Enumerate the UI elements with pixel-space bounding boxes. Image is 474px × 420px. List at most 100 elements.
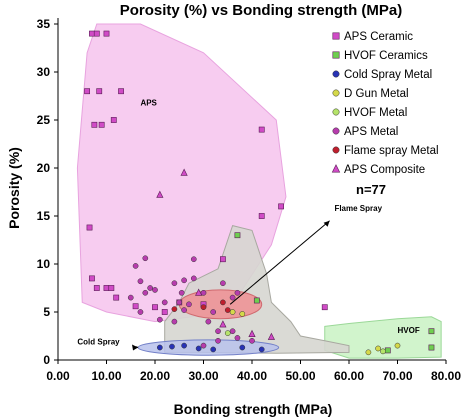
y-tick-label: 5	[43, 305, 50, 319]
point-d-gun-metal	[394, 342, 401, 349]
point-aps-ceramic	[152, 304, 158, 311]
legend-label-cold-spray-metal: Cold Spray Metal	[344, 69, 432, 81]
point-hvof-ceramics	[428, 344, 435, 351]
legend-marker-hvof-metal	[332, 108, 340, 116]
point-aps-metal	[229, 294, 236, 301]
point-hvof-ceramics	[428, 328, 435, 335]
point-aps-metal	[142, 255, 149, 262]
point-cold-spray-metal	[169, 343, 175, 350]
point-flame-spray-metal	[171, 306, 178, 312]
legend-marker-aps-metal	[332, 127, 340, 135]
y-tick-label: 25	[37, 113, 51, 127]
point-aps-ceramic	[86, 224, 93, 231]
point-aps-ceramic	[321, 304, 328, 311]
point-hvof-metal	[380, 348, 386, 355]
point-aps-metal	[132, 263, 139, 269]
point-aps-metal	[205, 318, 212, 325]
point-aps-composite	[267, 332, 275, 340]
point-flame-spray-metal	[224, 307, 231, 313]
y-tick-label: 30	[37, 65, 51, 79]
flame-spray-arrow	[229, 220, 330, 305]
point-d-gun-metal	[365, 349, 372, 356]
point-aps-metal	[200, 342, 207, 349]
x-axis-label: Bonding strength (MPa)	[174, 401, 333, 417]
point-aps-ceramic	[220, 256, 226, 263]
point-aps-metal	[190, 256, 197, 263]
point-aps-ceramic	[98, 121, 105, 128]
point-aps-ceramic	[103, 30, 110, 37]
legend-marker-aps-composite	[331, 164, 341, 173]
legend-marker-flame-spray-metal	[332, 146, 340, 154]
point-aps-metal	[178, 289, 185, 296]
point-aps-ceramic	[113, 294, 120, 301]
series-flame-spray-metal	[171, 299, 231, 313]
axes: 0.00 10.00 20.00 30.00 40.00 50.00 60.00 70.00 8…	[37, 17, 462, 383]
point-aps-ceramic	[96, 88, 103, 95]
point-aps-ceramic	[108, 285, 115, 291]
point-aps-metal	[147, 285, 153, 291]
x-tick-label: 10.00	[91, 369, 121, 383]
point-cold-spray-metal	[181, 342, 187, 349]
point-aps-metal	[229, 328, 236, 335]
point-aps-composite	[195, 288, 203, 296]
n-count-label: n=77	[356, 182, 386, 197]
point-aps-metal	[127, 294, 134, 301]
y-tick-label: 10	[37, 257, 51, 271]
point-hvof-ceramics	[384, 347, 391, 354]
legend-label-aps-metal: APS Metal	[344, 126, 398, 138]
point-aps-metal	[161, 299, 168, 306]
x-tick-label: 80.00	[431, 369, 461, 383]
point-aps-ceramic	[84, 88, 90, 95]
x-tick-label: 70.00	[382, 369, 412, 383]
region-label-hvof: HVOF	[398, 326, 420, 335]
annotations: APS HVOF Cold Spray Flame Spray	[77, 99, 420, 351]
cold-spray-arrowhead	[132, 344, 139, 351]
point-aps-metal	[176, 299, 183, 306]
point-aps-ceramic	[93, 30, 100, 37]
point-hvof-metal	[224, 330, 231, 336]
y-axis-label: Porosity (%)	[6, 147, 22, 229]
region-label-aps: APS	[140, 99, 157, 108]
point-aps-ceramic	[93, 285, 100, 291]
region-label-cold-spray: Cold Spray	[77, 338, 120, 347]
point-hvof-ceramics	[234, 232, 241, 239]
point-aps-ceramic	[258, 126, 265, 133]
series-hvof-metal	[224, 330, 386, 355]
x-tick-label: 0.00	[46, 369, 70, 383]
series-aps-ceramic	[84, 30, 328, 315]
legend-marker-cold-spray-metal	[332, 70, 340, 78]
x-tick-label: 30.00	[188, 369, 218, 383]
point-d-gun-metal	[229, 309, 236, 315]
point-cold-spray-metal	[195, 345, 202, 352]
point-aps-composite	[248, 329, 256, 337]
point-cold-spray-metal	[239, 344, 246, 351]
point-aps-metal	[137, 309, 144, 315]
point-aps-ceramic	[132, 303, 139, 310]
legend-marker-hvof-ceramics	[332, 51, 340, 59]
legend-marker-d-gun-metal	[332, 89, 340, 97]
series-aps-composite	[156, 168, 275, 340]
point-hvof-ceramics	[253, 297, 260, 304]
point-aps-metal	[200, 289, 207, 296]
point-aps-metal	[157, 316, 163, 323]
point-aps-metal	[171, 318, 178, 325]
point-aps-metal	[171, 280, 178, 287]
point-aps-composite	[219, 320, 227, 328]
point-aps-ceramic	[110, 117, 117, 123]
point-aps-metal	[181, 307, 187, 313]
legend-label-flame-spray-metal: Flame spray Metal	[344, 145, 439, 157]
point-aps-metal	[181, 277, 187, 284]
y-tick-label: 20	[37, 161, 51, 175]
point-aps-metal	[234, 289, 241, 296]
region-cold-spray	[137, 339, 280, 356]
chart-title: Porosity (%) vs Bonding strength (MPa)	[120, 2, 403, 19]
point-aps-metal	[190, 275, 197, 282]
point-aps-ceramic	[103, 285, 110, 291]
region-hvof	[324, 316, 442, 359]
legend-label-hvof-metal: HVOF Metal	[344, 107, 407, 119]
point-aps-metal	[186, 301, 192, 308]
point-aps-ceramic	[278, 203, 284, 210]
legend-marker-aps-ceramic	[332, 32, 340, 40]
point-aps-composite	[180, 168, 188, 176]
point-aps-metal	[215, 337, 221, 344]
